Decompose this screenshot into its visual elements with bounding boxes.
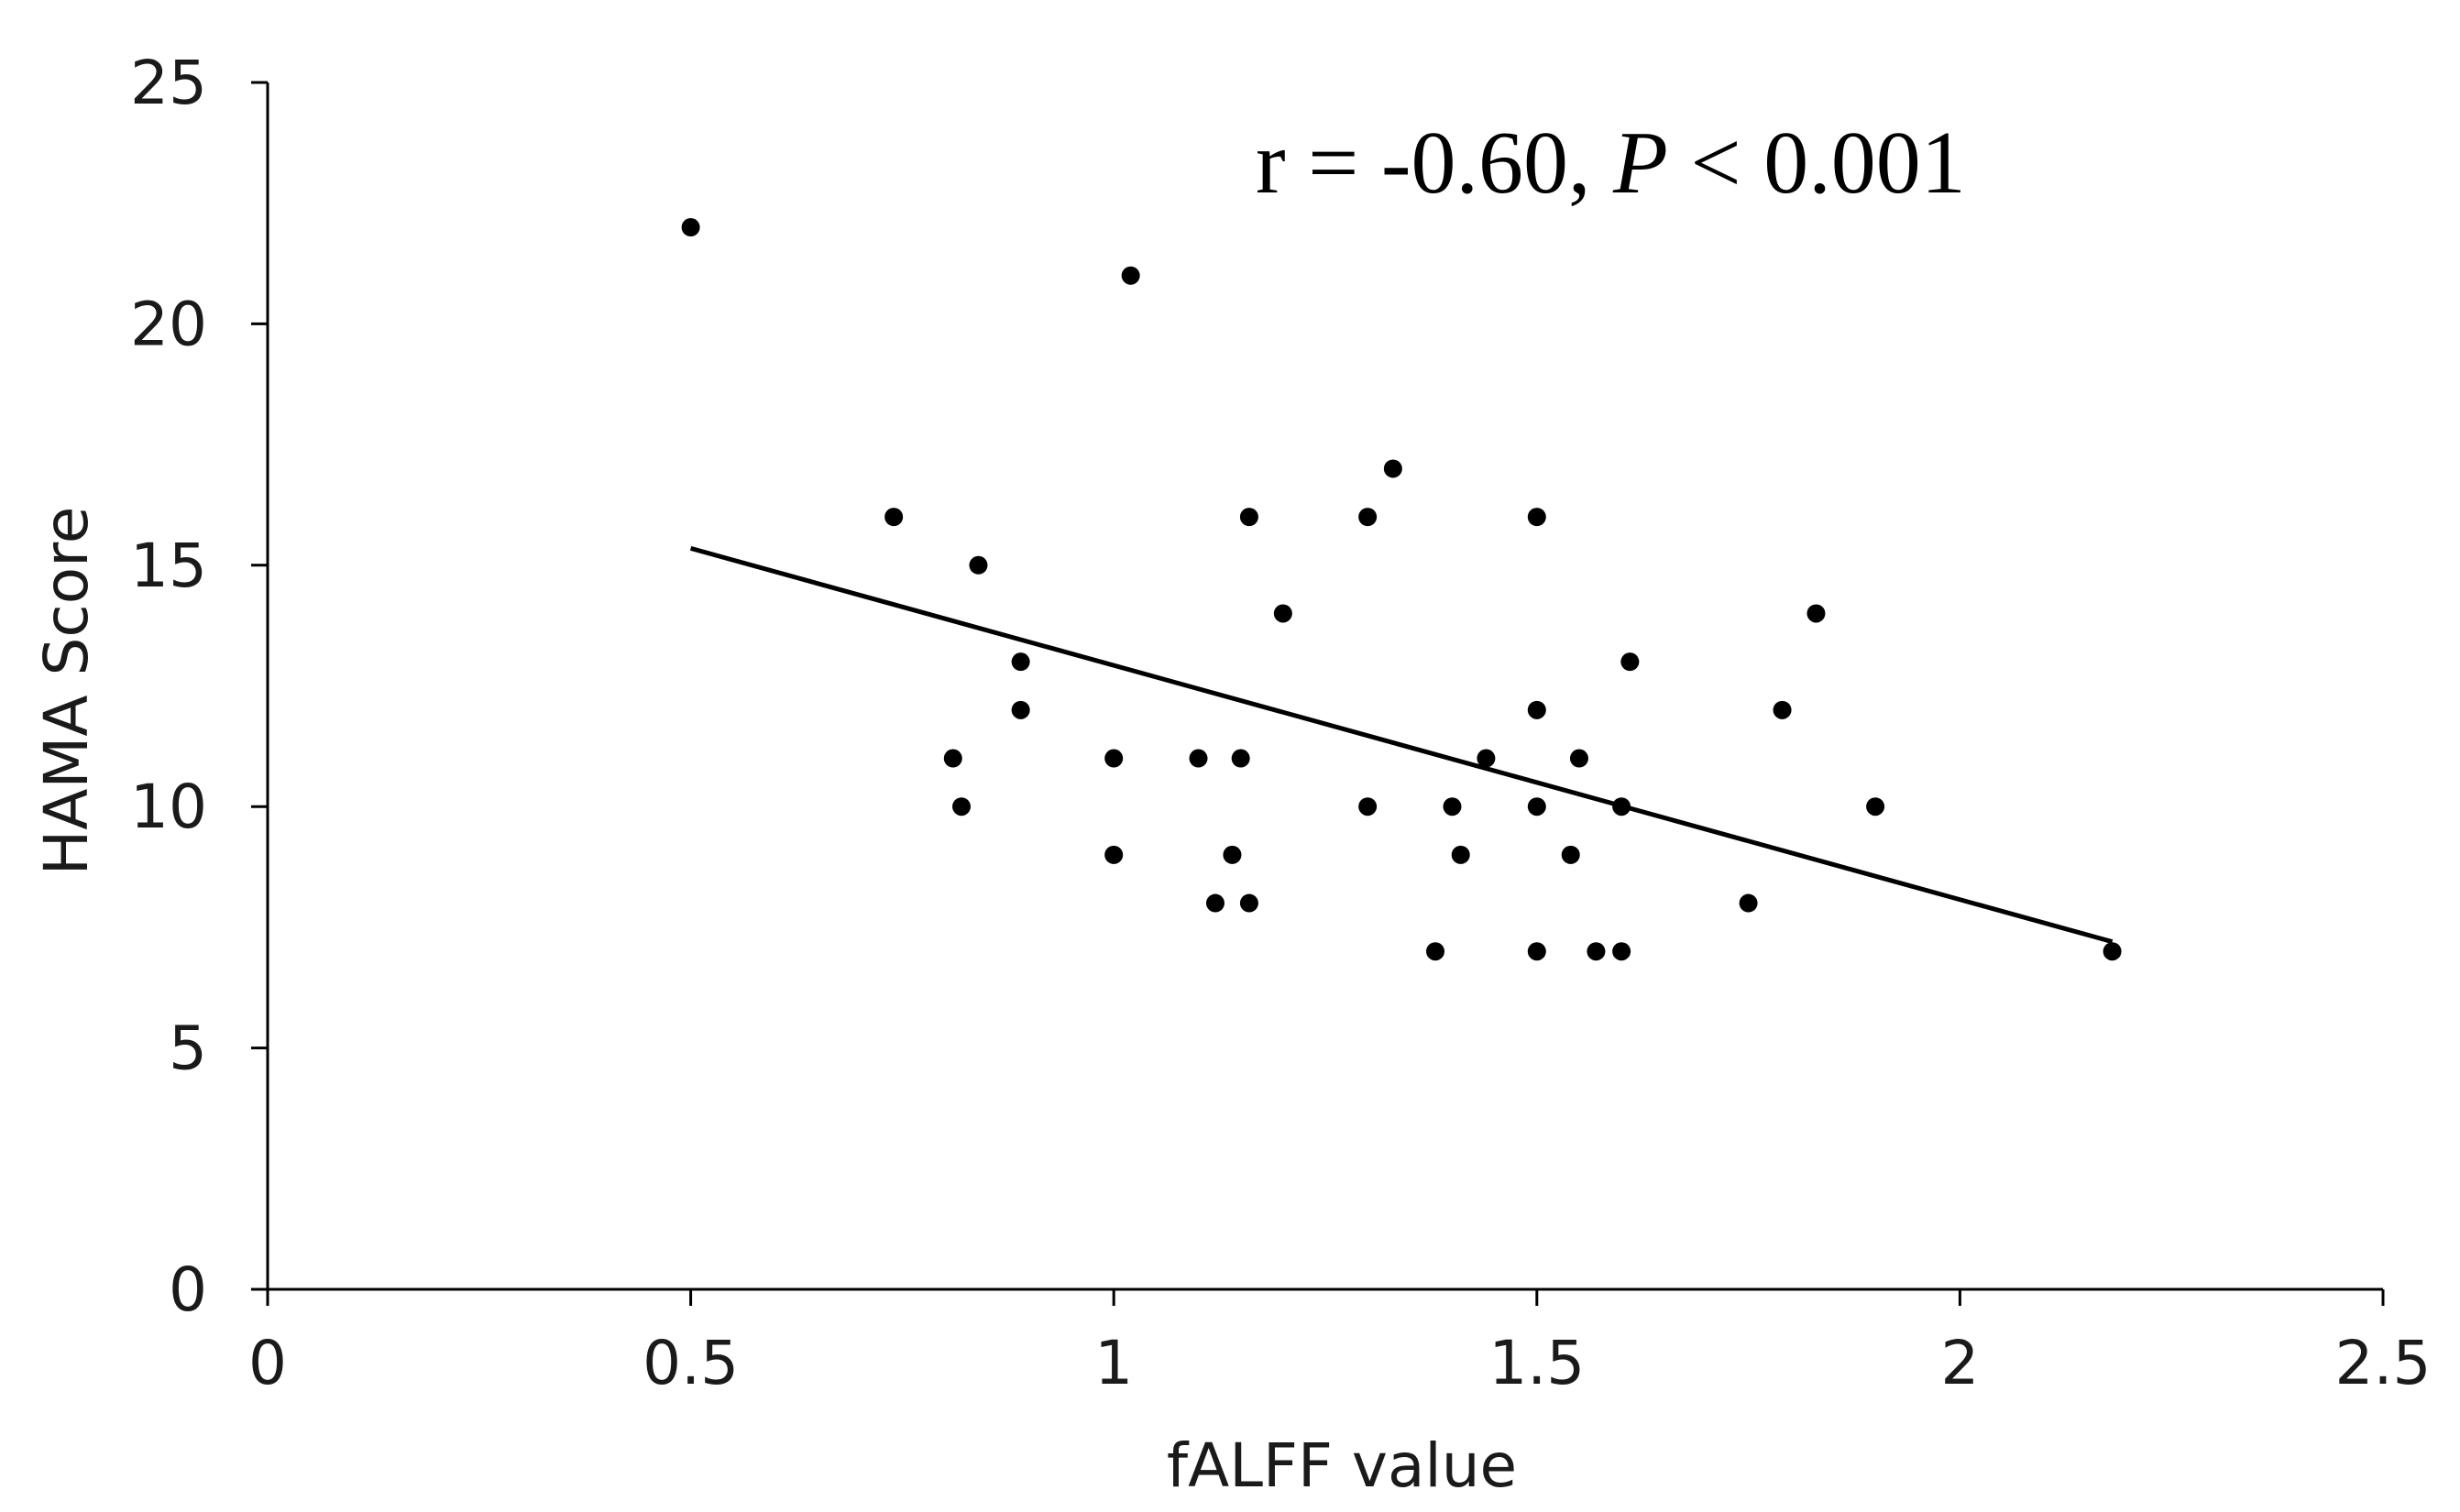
data-point [1612, 797, 1631, 816]
x-tick-label: 1 [1094, 1328, 1133, 1398]
data-point [1561, 845, 1580, 864]
data-point [1011, 700, 1030, 719]
data-point [1358, 797, 1378, 816]
data-point [1569, 749, 1588, 768]
data-point [884, 508, 904, 527]
data-point [1383, 459, 1402, 478]
data-point [1239, 893, 1258, 913]
axes: 0 5 10 15 20 25 0 0.5 1 1.5 2 2.5 [130, 48, 2431, 1398]
data-point [1239, 508, 1258, 527]
data-point [952, 797, 972, 816]
y-axis-title: HAMA Score [31, 507, 102, 876]
data-point [1477, 749, 1496, 768]
data-point [1527, 508, 1546, 527]
y-tick-label: 20 [130, 289, 207, 359]
y-tick-label: 10 [130, 772, 207, 842]
trendline [689, 545, 2114, 945]
data-point [1189, 749, 1208, 768]
data-point [2103, 942, 2122, 961]
x-tick-label: 0.5 [642, 1328, 739, 1398]
data-point [1273, 604, 1292, 623]
x-tick-label: 2 [1940, 1328, 1979, 1398]
annotation-suffix: < 0.001 [1668, 114, 1966, 213]
data-point [1866, 797, 1885, 816]
data-point [1612, 942, 1631, 961]
data-points [681, 218, 2122, 961]
trendline-group [689, 545, 2114, 945]
data-point [1231, 749, 1250, 768]
data-point [1443, 797, 1462, 816]
x-tick-label: 1.5 [1488, 1328, 1585, 1398]
data-point [1223, 845, 1242, 864]
data-point [1011, 652, 1030, 672]
data-point [1451, 845, 1470, 864]
annotation-p-symbol: P [1612, 114, 1668, 213]
data-point [1527, 700, 1546, 719]
data-point [969, 555, 988, 575]
data-point [1527, 797, 1546, 816]
x-tick-label: 0 [248, 1328, 287, 1398]
data-point [1121, 266, 1140, 285]
data-point [1739, 893, 1758, 913]
data-point [943, 749, 962, 768]
data-point [1620, 652, 1640, 672]
data-point [1807, 604, 1826, 623]
data-point [1773, 700, 1792, 719]
data-point [681, 218, 700, 237]
y-tick-label: 25 [130, 48, 207, 118]
x-tick-label: 2.5 [2335, 1328, 2432, 1398]
data-point [1358, 508, 1378, 527]
correlation-annotation: r = -0.60, P < 0.001 [1256, 114, 1966, 213]
data-point [1104, 845, 1124, 864]
y-tick-label: 5 [169, 1013, 207, 1084]
data-point [1527, 942, 1546, 961]
data-point [1587, 942, 1606, 961]
y-tick-label: 15 [130, 531, 207, 601]
data-point [1104, 749, 1124, 768]
x-axis-title: fALFF value [1167, 1430, 1517, 1501]
data-point [1426, 942, 1445, 961]
y-tick-label: 0 [169, 1255, 207, 1325]
annotation-prefix: r = -0.60, [1256, 114, 1613, 213]
data-point [1205, 893, 1225, 913]
